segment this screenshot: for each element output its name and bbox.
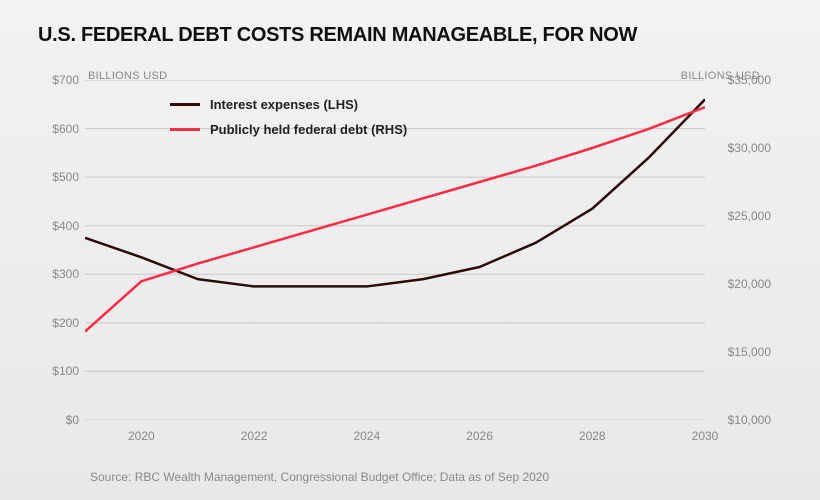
y-right-tick: $35,000 bbox=[713, 74, 771, 86]
x-tick: 2020 bbox=[128, 430, 155, 442]
y-left-tick: $600 bbox=[29, 123, 79, 135]
legend-item-debt: Publicly held federal debt (RHS) bbox=[170, 122, 407, 137]
x-tick: 2024 bbox=[353, 430, 380, 442]
x-tick: 2030 bbox=[692, 430, 719, 442]
y-right-tick: $25,000 bbox=[713, 210, 771, 222]
y-left-tick: $400 bbox=[29, 220, 79, 232]
y-left-tick: $300 bbox=[29, 268, 79, 280]
source-caption: Source: RBC Wealth Management, Congressi… bbox=[90, 470, 549, 484]
y-right-tick: $15,000 bbox=[713, 346, 771, 358]
legend: Interest expenses (LHS) Publicly held fed… bbox=[170, 97, 407, 147]
x-tick: 2022 bbox=[241, 430, 268, 442]
y-left-tick: $500 bbox=[29, 171, 79, 183]
y-right-tick: $20,000 bbox=[713, 278, 771, 290]
y-left-tick: $0 bbox=[29, 414, 79, 426]
y-left-tick: $200 bbox=[29, 317, 79, 329]
legend-swatch bbox=[170, 103, 200, 106]
legend-label: Publicly held federal debt (RHS) bbox=[210, 122, 407, 137]
chart-title: U.S. FEDERAL DEBT COSTS REMAIN MANAGEABL… bbox=[38, 24, 637, 47]
y-left-tick: $100 bbox=[29, 365, 79, 377]
x-tick: 2028 bbox=[579, 430, 606, 442]
y-right-tick: $30,000 bbox=[713, 142, 771, 154]
legend-swatch bbox=[170, 128, 200, 131]
y-right-tick: $10,000 bbox=[713, 414, 771, 426]
x-tick: 2026 bbox=[466, 430, 493, 442]
legend-label: Interest expenses (LHS) bbox=[210, 97, 358, 112]
y-left-tick: $700 bbox=[29, 74, 79, 86]
legend-item-interest: Interest expenses (LHS) bbox=[170, 97, 407, 112]
